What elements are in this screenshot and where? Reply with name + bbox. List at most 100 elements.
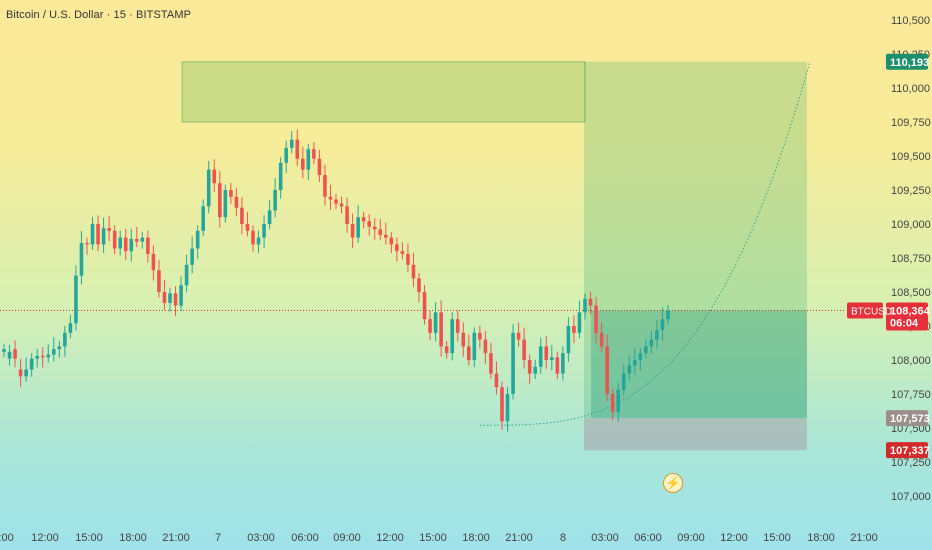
candle-body — [533, 366, 537, 374]
candle-body — [262, 224, 266, 238]
candle-body — [173, 293, 178, 306]
candle-body — [389, 237, 394, 245]
candle-body — [516, 332, 521, 340]
candle-body — [240, 207, 244, 224]
x-tick-label: 06:00 — [291, 532, 319, 544]
candle-body — [361, 217, 366, 222]
symbol-tag-bg — [847, 302, 883, 319]
y-tick-label: 109,250 — [891, 185, 931, 197]
candle-body — [74, 275, 78, 324]
candle-body — [135, 238, 139, 242]
candle-body — [666, 310, 670, 320]
lightning-icon[interactable]: ⚡ — [663, 473, 683, 493]
candle-body — [13, 349, 17, 359]
candle-body — [345, 206, 349, 224]
candle-body — [489, 353, 493, 374]
candle-body — [378, 229, 383, 235]
candle-body — [599, 332, 604, 347]
candle-body — [461, 332, 466, 347]
candle-body — [278, 162, 283, 190]
candle-body — [550, 357, 554, 360]
y-tick-label: 107,000 — [891, 491, 931, 503]
candle-body — [527, 360, 532, 374]
x-tick-label: 12:00 — [720, 532, 748, 544]
candle-body — [433, 312, 438, 333]
candle-body — [367, 221, 371, 227]
candle-body — [588, 298, 593, 306]
candle-body — [561, 353, 565, 374]
candle-body — [123, 237, 128, 252]
candle-body — [522, 339, 526, 360]
symbol-tag-text: BTCUSD — [851, 306, 892, 317]
candle-body — [638, 353, 643, 360]
candle-body — [256, 237, 261, 245]
candle-body — [478, 332, 482, 340]
candle-body — [190, 248, 194, 265]
x-tick-label: 09:00 — [0, 532, 14, 544]
candle-body — [494, 373, 499, 388]
candle-body — [395, 244, 399, 252]
candle-body — [63, 332, 67, 347]
x-tick-label: 18:00 — [119, 532, 147, 544]
current-price-tag-bg — [886, 302, 928, 331]
candle-body — [627, 365, 632, 374]
long-position-profit-zone — [584, 61, 807, 419]
candle-body — [538, 346, 543, 367]
candle-body — [450, 319, 454, 354]
candle-body — [467, 346, 471, 360]
x-tick-label: 21:00 — [162, 532, 190, 544]
candle-body — [411, 264, 416, 279]
candle-body — [289, 139, 294, 148]
x-tick-label: 18:00 — [807, 532, 835, 544]
candle-body — [356, 217, 360, 238]
candle-body — [422, 292, 427, 320]
candle-body — [151, 253, 156, 271]
target-price-tag-bg — [886, 53, 928, 70]
candle-body — [90, 224, 95, 245]
candle-body — [273, 190, 277, 211]
stop-price-tag-text: 107,337 — [890, 445, 930, 457]
candle-body — [96, 224, 100, 245]
candle-body — [223, 190, 228, 218]
candle-body — [444, 346, 449, 354]
long-position-stop-zone — [584, 418, 807, 451]
candle-body — [195, 230, 200, 249]
candle-body — [644, 346, 648, 354]
candle-body — [79, 243, 84, 276]
x-tick-label: 18:00 — [462, 532, 490, 544]
y-tick-label: 108,500 — [891, 287, 931, 299]
candle-body — [29, 358, 34, 370]
candle-body — [101, 228, 106, 245]
y-tick-label: 108,000 — [891, 355, 931, 367]
candle-body — [500, 387, 504, 422]
entry-price-tag-text: 107,573 — [890, 413, 930, 425]
candle-body — [616, 389, 620, 412]
current-price-tag-text: 108,364 — [890, 305, 931, 317]
candle-body — [18, 369, 23, 377]
candle-body — [306, 149, 311, 170]
y-tick-label: 110,500 — [891, 15, 930, 27]
y-tick-label: 109,750 — [891, 117, 931, 129]
candle-body — [24, 369, 28, 377]
x-tick-label: 15:00 — [75, 532, 103, 544]
x-tick-label: 21:00 — [505, 532, 533, 544]
candle-body — [339, 203, 344, 207]
x-tick-label: 09:00 — [677, 532, 705, 544]
x-tick-label: 09:00 — [333, 532, 361, 544]
candle-body — [472, 332, 477, 360]
candle-body — [572, 326, 576, 333]
candle-body — [610, 394, 615, 412]
candle-body — [350, 224, 355, 238]
candle-body — [157, 270, 161, 292]
stop-price-tag-bg — [886, 442, 928, 459]
candle-body — [334, 199, 338, 204]
candle-body — [566, 326, 571, 354]
candle-body — [168, 293, 172, 303]
entry-price-tag-bg — [886, 410, 928, 427]
x-tick-label: 7 — [215, 532, 221, 544]
candle-body — [229, 190, 233, 197]
x-tick-label: 12:00 — [376, 532, 404, 544]
candle-body — [267, 210, 272, 224]
